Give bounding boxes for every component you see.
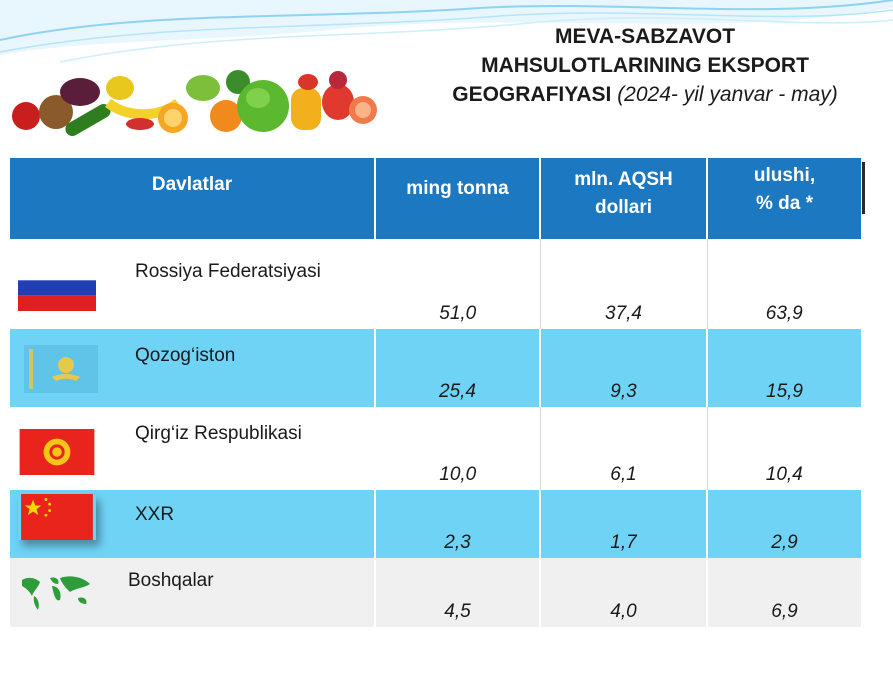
slide-edge-bar: [862, 162, 865, 214]
share-cell: 63,9: [707, 239, 861, 329]
header-usd: mln. AQSH dollari: [540, 158, 708, 239]
country-cell: Qozog‘iston: [10, 329, 376, 407]
usd-cell: 6,1: [540, 407, 708, 490]
country-name: XXR: [135, 504, 175, 525]
title-line-3: GEOGRAFIYASI (2024- yil yanvar - may): [420, 80, 870, 109]
header-share-line-1: ulushi,: [753, 165, 816, 186]
world-map-icon: [22, 576, 90, 610]
table-row: XXR 2,3 1,7 2,9: [10, 490, 861, 558]
russia-flag-icon: [18, 265, 96, 311]
kazakhstan-flag-icon: [24, 345, 98, 393]
header-share-line-2: % da *: [755, 193, 814, 214]
country-name: Boshqalar: [128, 570, 214, 591]
share-cell: 10,4: [707, 407, 861, 490]
header-tonnes: ming tonna: [375, 158, 541, 239]
title-line-3-text: GEOGRAFIYASI: [452, 83, 612, 106]
table-row: Boshqalar 4,5 4,0 6,9: [10, 558, 861, 627]
fruits-vegetables-illustration: [12, 70, 377, 136]
tonnes-cell: 4,5: [375, 558, 541, 627]
share-cell: 2,9: [707, 490, 861, 558]
usd-cell: 4,0: [540, 558, 708, 627]
share-cell: 6,9: [707, 558, 861, 627]
country-cell: Qirg‘iz Respublikasi: [10, 407, 376, 490]
title-line-2: MAHSULOTLARINING EKSPORT: [481, 54, 809, 77]
country-cell: Rossiya Federatsiyasi: [10, 239, 376, 329]
slide-title: MEVA-SABZAVOT MAHSULOTLARINING EKSPORT G…: [420, 22, 870, 109]
tonnes-cell: 10,0: [375, 407, 541, 490]
country-name: Qirg‘iz Respublikasi: [135, 423, 302, 444]
header-usd-line-2: dollari: [594, 197, 652, 218]
header-usd-line-1: mln. AQSH: [574, 169, 673, 190]
header-tonnes-label: ming tonna: [406, 178, 509, 199]
tonnes-cell: 2,3: [375, 490, 541, 558]
usd-cell: 37,4: [540, 239, 708, 329]
usd-cell: 9,3: [540, 329, 708, 407]
country-name: Qozog‘iston: [135, 345, 236, 366]
export-geography-table: Davlatlar ming tonna mln. AQSH dollari u…: [10, 158, 861, 627]
decorative-wave-header: [0, 0, 893, 63]
header-country-label: Davlatlar: [151, 174, 233, 195]
country-cell: Boshqalar: [10, 558, 376, 627]
table-row: Rossiya Federatsiyasi 51,0 37,4 63,9: [10, 239, 861, 329]
country-cell: XXR: [10, 490, 376, 558]
tonnes-cell: 25,4: [375, 329, 541, 407]
tonnes-cell: 51,0: [375, 239, 541, 329]
header-share: ulushi, % da *: [707, 158, 861, 239]
usd-cell: 1,7: [540, 490, 708, 558]
table-row: Qirg‘iz Respublikasi 10,0 6,1 10,4: [10, 407, 861, 490]
share-cell: 15,9: [707, 329, 861, 407]
title-period: (2024- yil yanvar - may): [617, 83, 838, 106]
china-flag-icon: [21, 494, 93, 540]
table-row: Qozog‘iston 25,4 9,3 15,9: [10, 329, 861, 407]
title-line-1: MEVA-SABZAVOT: [554, 25, 736, 48]
country-name: Rossiya Federatsiyasi: [135, 261, 321, 282]
header-country: Davlatlar: [10, 158, 376, 239]
kyrgyzstan-flag-icon: [19, 429, 95, 475]
table-header-row: Davlatlar ming tonna mln. AQSH dollari u…: [10, 158, 861, 239]
